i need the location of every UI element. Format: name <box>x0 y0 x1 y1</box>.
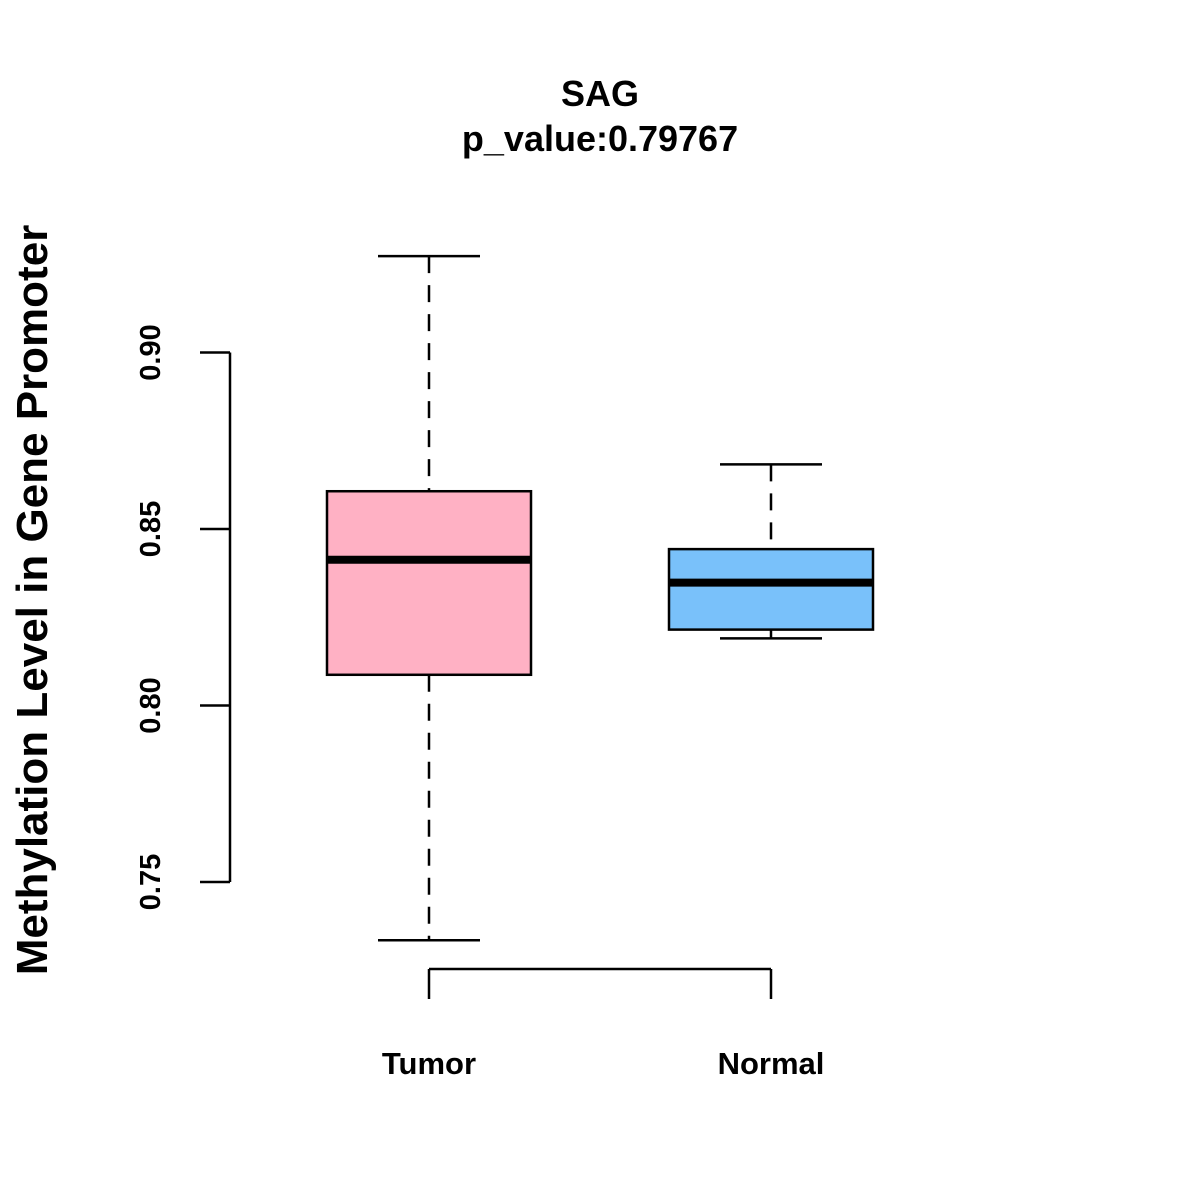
chart-subtitle: p_value:0.79767 <box>462 118 738 159</box>
x-tick-label: Tumor <box>382 1046 476 1081</box>
x-axis: Tumor Normal <box>382 967 825 1081</box>
boxes <box>325 254 875 942</box>
box-normal <box>667 463 875 640</box>
y-tick-label: 0.85 <box>135 501 167 557</box>
y-axis-label: Methylation Level in Gene Promoter <box>8 225 57 976</box>
x-tick-label: Normal <box>718 1046 825 1081</box>
chart-title: SAG <box>561 73 639 114</box>
y-axis: 0.75 0.80 0.85 0.90 <box>135 324 232 910</box>
y-tick-label: 0.90 <box>135 324 167 380</box>
iqr-box <box>325 489 533 677</box>
y-tick-label: 0.75 <box>135 854 167 910</box>
box-tumor <box>325 254 533 942</box>
y-tick-label: 0.80 <box>135 677 167 733</box>
iqr-box <box>667 547 875 631</box>
